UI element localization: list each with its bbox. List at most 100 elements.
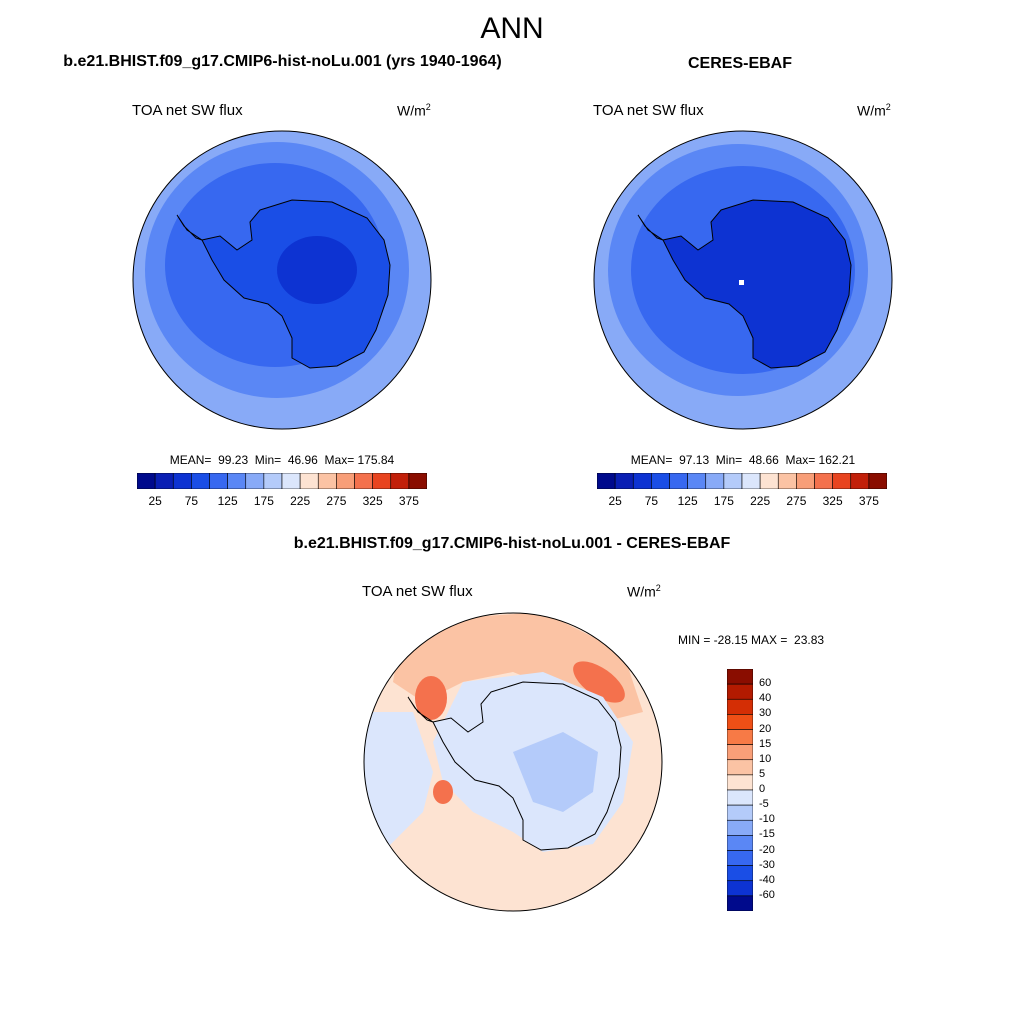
- panel2-colorbar-box: [796, 473, 815, 489]
- panel3-colorbar-label: -30: [759, 858, 775, 871]
- map-diff-warm-south: [433, 780, 453, 804]
- panel3-colorbar-label: 40: [759, 692, 772, 705]
- panel1-colorbar-box: [191, 473, 210, 489]
- panel1-colorbar-tick: 325: [362, 494, 383, 508]
- panel3-colorbar-box: [727, 698, 753, 715]
- map-antarctic-plateau: [277, 236, 357, 304]
- panel3-colorbar-box: [727, 850, 753, 866]
- panel2-colorbar-box: [723, 473, 743, 489]
- panel1-colorbar-box: [281, 473, 301, 489]
- panel2-colorbar-box: [759, 473, 779, 489]
- map-diff-warm-nw: [415, 676, 447, 720]
- map-peninsula: [637, 214, 664, 241]
- panel2-colorbar-tick: 125: [677, 494, 698, 508]
- panel3-colorbar-label: 20: [759, 722, 772, 735]
- panel1-colorbar-box: [263, 473, 283, 489]
- panel1-colorbar-tick: 375: [398, 494, 419, 508]
- panel3-colorbar-box: [727, 804, 753, 821]
- panel1-colorbar-box: [227, 473, 247, 489]
- panel1-colorbar-tick: 175: [253, 494, 274, 508]
- panel3-colorbar-box: [727, 669, 753, 685]
- panel2-colorbar-box: [814, 473, 833, 489]
- panel3-colorbar-box: [727, 774, 753, 791]
- panel1-colorbar-box: [336, 473, 355, 489]
- panel3-colorbar-label: -15: [759, 828, 775, 841]
- map-diff-cool-west: [364, 712, 433, 852]
- panel3-colorbar-label: 30: [759, 707, 772, 720]
- panel2-colorbar-box: [868, 473, 887, 489]
- panel3-unit: W/m2: [627, 583, 661, 600]
- panel3-colorbar-label: -5: [759, 798, 769, 811]
- panel3-colorbar-box: [727, 895, 753, 911]
- panel2-colorbar-tick: 375: [858, 494, 879, 508]
- panel2-map: [593, 130, 893, 430]
- panel3-colorbar-box: [727, 880, 753, 897]
- panel3-colorbar: [727, 669, 753, 911]
- panel3-colorbar-box: [727, 729, 753, 745]
- panel2-colorbar-box: [669, 473, 688, 489]
- panel3-colorbar-label: -10: [759, 813, 775, 826]
- figure-title: ANN: [480, 12, 544, 45]
- map-diff-cold-interior: [513, 732, 598, 812]
- panel2-colorbar-box: [597, 473, 616, 489]
- panel1-colorbar-box: [245, 473, 265, 489]
- panel3-colorbar-box: [727, 683, 753, 700]
- panel1-map: [132, 130, 432, 430]
- panel1-colorbar-box: [137, 473, 156, 489]
- panel2-colorbar-box: [832, 473, 852, 489]
- panel1-title: b.e21.BHIST.f09_g17.CMIP6-hist-noLu.001 …: [63, 53, 502, 70]
- panel1-colorbar-box: [154, 473, 174, 489]
- panel2-colorbar-box: [741, 473, 761, 489]
- panel3-colorbar-label: 10: [759, 752, 772, 765]
- panel3-colorbar-box: [727, 714, 753, 730]
- panel3-map: [363, 612, 663, 912]
- panel1-variable: TOA net SW flux: [132, 102, 243, 119]
- panel2-colorbar-ticks: 25 75 125 175 225 275 325 375: [597, 494, 887, 510]
- panel2-colorbar-tick: 325: [822, 494, 843, 508]
- panel3-variable: TOA net SW flux: [362, 583, 473, 600]
- panel3-colorbar-label: -40: [759, 873, 775, 886]
- panel2-variable: TOA net SW flux: [593, 102, 704, 119]
- panel3-colorbar-box: [727, 865, 753, 882]
- panel1-colorbar-tick: 275: [326, 494, 347, 508]
- panel3-colorbar-label: 15: [759, 737, 772, 750]
- map-pole-missing: [739, 280, 744, 285]
- panel3-colorbar-box: [727, 819, 753, 836]
- panel2-colorbar-box: [850, 473, 870, 489]
- panel2-colorbar-box: [632, 473, 652, 489]
- panel2-colorbar-box: [705, 473, 725, 489]
- panel1-unit: W/m2: [397, 102, 431, 119]
- panel1-colorbar-ticks: 25 75 125 175 225 275 325 375: [137, 494, 427, 510]
- panel2-title: CERES-EBAF: [687, 55, 792, 72]
- panel1-colorbar-box: [390, 473, 410, 489]
- panel1-colorbar-tick: 225: [290, 494, 311, 508]
- panel2-stats: MEAN= 97.13 Min= 48.66 Max= 162.21: [630, 453, 856, 467]
- panel1-colorbar-tick: 75: [184, 494, 199, 508]
- map-antarctica: [662, 199, 852, 369]
- map-peninsula: [407, 696, 434, 723]
- panel1-colorbar-box: [372, 473, 392, 489]
- panel1-colorbar-box: [408, 473, 427, 489]
- panel2-colorbar-tick: 25: [608, 494, 622, 508]
- panel2-colorbar-tick: 275: [786, 494, 807, 508]
- panel2-colorbar-tick: 175: [713, 494, 734, 508]
- panel2-unit: W/m2: [857, 102, 891, 119]
- panel3-colorbar-label: -60: [759, 888, 775, 901]
- panel3-colorbar-label: -20: [759, 843, 775, 856]
- panel1-colorbar-box: [209, 473, 228, 489]
- panel2-colorbar: [597, 473, 887, 489]
- panel1-stats: MEAN= 99.23 Min= 46.96 Max= 175.84: [169, 453, 395, 467]
- panel3-colorbar-box: [727, 789, 753, 806]
- panel2-colorbar-tick: 225: [750, 494, 771, 508]
- panel1-colorbar-box: [299, 473, 319, 489]
- panel3-colorbar-labels: 60 40 30 20 15 10 5 0 -5 -10 -15 -20 -30 -40 -60: [759, 669, 799, 911]
- panel3-colorbar-label: 0: [759, 783, 766, 795]
- panel3-title: b.e21.BHIST.f09_g17.CMIP6-hist-noLu.001 …: [293, 535, 731, 552]
- panel2-colorbar-box: [777, 473, 797, 489]
- panel3-colorbar-box: [727, 744, 753, 761]
- panel3-colorbar-label: 5: [759, 767, 766, 780]
- panel1-colorbar-tick: 25: [148, 494, 162, 508]
- panel1-colorbar-box: [354, 473, 373, 489]
- panel2-colorbar-tick: 75: [644, 494, 659, 508]
- panel1-colorbar-box: [172, 473, 192, 489]
